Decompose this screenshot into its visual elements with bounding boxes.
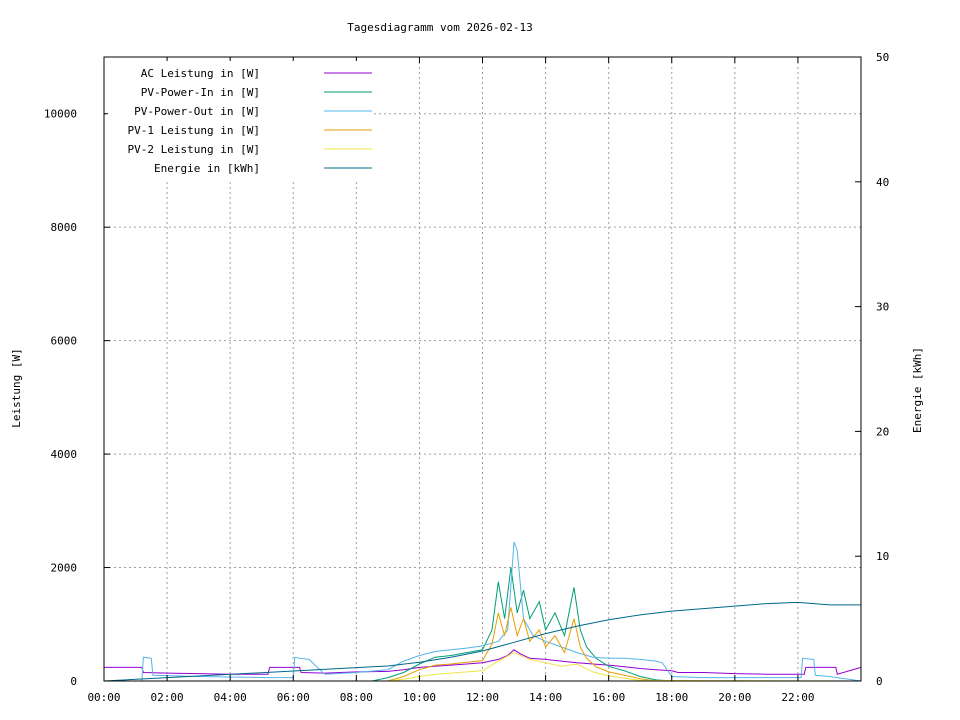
y-tick-label: 6000: [51, 335, 78, 348]
x-tick-label: 14:00: [529, 691, 562, 704]
x-tick-label: 00:00: [87, 691, 120, 704]
y-tick-label: 2000: [51, 562, 78, 575]
y2-tick-label: 30: [876, 301, 889, 314]
x-tick-label: 16:00: [592, 691, 625, 704]
y2-tick-label: 20: [876, 425, 889, 438]
series-line-2: [104, 567, 861, 682]
y-axis-label: Leistung [W]: [10, 348, 23, 427]
y-tick-label: 0: [70, 675, 77, 688]
y-tick-label: 4000: [51, 448, 78, 461]
y2-tick-label: 0: [876, 675, 883, 688]
x-tick-label: 06:00: [277, 691, 310, 704]
legend-label: PV-Power-Out in [W]: [134, 105, 260, 118]
legend-background: [108, 61, 374, 179]
y-tick-label: 8000: [51, 221, 78, 234]
legend-label: PV-Power-In in [W]: [141, 86, 260, 99]
series-line-6: [103, 601, 861, 682]
y2-tick-label: 10: [876, 550, 889, 563]
x-tick-label: 04:00: [214, 691, 247, 704]
legend-label: AC Leistung in [W]: [141, 67, 260, 80]
series-line-4: [104, 607, 861, 682]
x-tick-label: 12:00: [466, 691, 499, 704]
legend-label: PV-1 Leistung in [W]: [128, 124, 260, 137]
chart-title: Tagesdiagramm vom 2026-02-13: [347, 21, 532, 34]
y2-tick-label: 40: [876, 176, 889, 189]
x-tick-label: 20:00: [718, 691, 751, 704]
series-line-1: [104, 649, 862, 675]
axes-layer: 00:00 02:00 04:00 06:00 08:00 10:00 12:00 14:00…: [44, 51, 889, 704]
legend-label: Energie in [kWh]: [154, 162, 260, 175]
y2-tick-label: 50: [876, 51, 889, 64]
x-tick-label: 18:00: [655, 691, 688, 704]
x-tick-label: 22:00: [781, 691, 814, 704]
legend: AC Leistung in [W] PV-Power-In in [W] PV-P…: [108, 61, 374, 179]
x-tick-label: 10:00: [403, 691, 436, 704]
y-tick-label: 10000: [44, 108, 77, 121]
y2-axis-label: Energie [kWh]: [911, 347, 924, 433]
x-tick-label: 02:00: [151, 691, 184, 704]
legend-label: PV-2 Leistung in [W]: [128, 143, 260, 156]
x-tick-label: 08:00: [340, 691, 373, 704]
